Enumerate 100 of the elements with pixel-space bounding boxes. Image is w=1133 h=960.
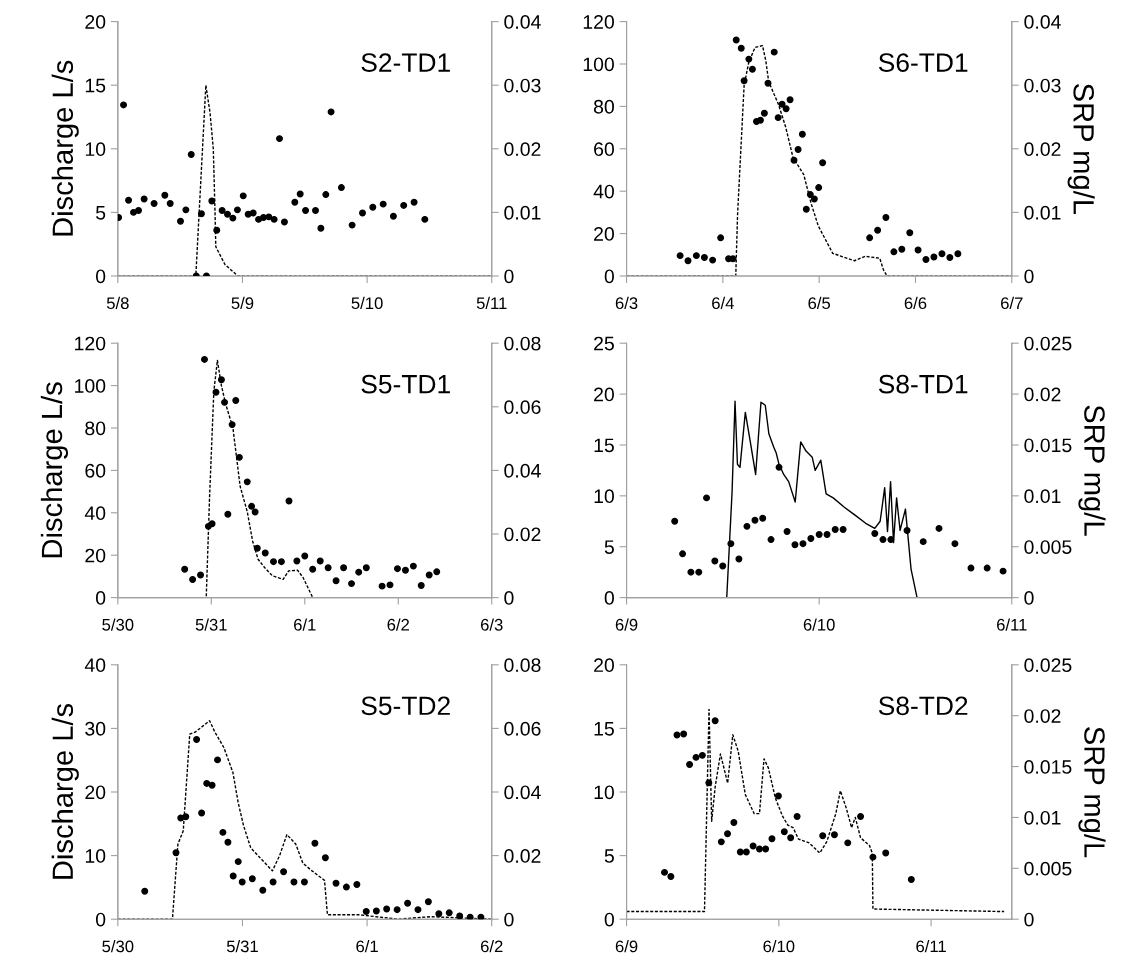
y-tick-label: 0	[604, 591, 614, 605]
x-tick-label: 5/8	[106, 296, 129, 310]
y2-tick-label: 0.02	[1024, 709, 1061, 723]
y-tick-label: 30	[85, 721, 106, 736]
y2-tick-label: 0	[504, 591, 514, 605]
y2-tick-label: 0.01	[1024, 205, 1061, 220]
y-tick-label: 40	[593, 184, 614, 199]
point	[780, 828, 788, 836]
y2-tick-label: 0.015	[1024, 438, 1072, 453]
x-tick-label: 6/3	[615, 296, 638, 310]
point	[768, 835, 776, 843]
x-tick-label: 5/9	[231, 296, 254, 310]
y-tick-label: 0	[604, 269, 614, 284]
y-axis-title: Discharge L/s	[51, 60, 79, 236]
y-tick-label: 40	[84, 658, 106, 673]
y-tick-label: 0	[604, 912, 614, 927]
x-tick-label: 6/1	[294, 618, 316, 631]
x-tick-label: 6/3	[480, 618, 503, 631]
y-axis-title: Discharge L/s	[40, 382, 69, 558]
text: S5-TD1	[361, 374, 450, 394]
y2-tick-label: 0.02	[1024, 142, 1061, 157]
y2-tick-label: 0	[1024, 269, 1034, 284]
y-tick-label: 100	[75, 379, 106, 393]
y2-tick-label: 0.025	[1024, 336, 1072, 351]
y-tick-label: 100	[583, 57, 614, 72]
point	[680, 730, 688, 738]
y2-tick-label: 0.01	[504, 205, 541, 220]
y-tick-label: 5	[604, 540, 614, 554]
x-tick-label: 5/31	[195, 618, 227, 631]
x-tick-label: 5/10	[351, 296, 383, 310]
text: S5-TD2	[361, 696, 450, 716]
point	[724, 830, 732, 838]
y-tick-label: 10	[85, 142, 106, 157]
y2-tick-label: 0.02	[1024, 387, 1061, 402]
y-tick-label: 60	[594, 142, 614, 157]
point	[742, 848, 750, 856]
y-tick-label: 120	[75, 336, 106, 351]
point	[705, 779, 713, 787]
y-tick-label: 10	[594, 785, 614, 800]
y-tick-label: 60	[85, 463, 106, 478]
point	[661, 868, 668, 876]
y2-tick-label: 0	[1024, 912, 1034, 927]
x-tick-label: 6/1	[356, 940, 378, 953]
y-tick-label: 20	[594, 658, 614, 673]
point	[692, 753, 700, 761]
y-tick-label: 10	[594, 489, 614, 504]
point	[755, 845, 763, 853]
x-tick-label: 6/10	[763, 940, 795, 953]
y2-tick-label: 0	[504, 269, 514, 284]
y-tick-label: 120	[583, 15, 614, 29]
x-tick-label: 6/6	[904, 296, 927, 310]
point	[736, 848, 744, 856]
x-tick-label: 5/30	[102, 618, 134, 631]
y-axis-title: Discharge L/s	[51, 703, 79, 879]
y2-tick-label: 0.02	[504, 849, 541, 863]
point	[717, 838, 725, 846]
y2-tick-label: 0	[504, 912, 514, 927]
y2-tick-label: 0.01	[1024, 810, 1061, 825]
y2-tick-label: 0.02	[504, 142, 541, 157]
x-tick-label: 6/2	[480, 940, 503, 953]
y-tick-label: 20	[85, 15, 106, 29]
y-tick-label: 20	[594, 227, 614, 241]
y2-tick-label: 0.04	[504, 15, 541, 29]
y2-tick-label: 0.08	[504, 658, 541, 673]
y2-tick-label: 0.025	[1024, 658, 1072, 673]
point	[787, 834, 795, 842]
y-tick-label: 5	[95, 206, 106, 220]
y-tick-label: 5	[604, 849, 614, 863]
x-tick-label: 5/30	[102, 940, 134, 953]
y-tick-label: 80	[85, 421, 106, 436]
y-tick-label: 15	[594, 722, 614, 736]
y-tick-label: 15	[594, 438, 614, 453]
y-tick-label: 0	[95, 269, 106, 284]
x-tick-label: 6/11	[916, 940, 946, 953]
y-tick-label: 40	[84, 506, 106, 521]
y2-axis-title: SRP mg/L	[1067, 83, 1095, 215]
y2-tick-label: 0.04	[504, 785, 541, 800]
point	[762, 845, 770, 853]
y-tick-label: 80	[593, 99, 614, 114]
point	[686, 761, 694, 768]
y-tick-label: 20	[594, 387, 614, 402]
y-tick-label: 0	[95, 912, 106, 927]
y2-axis-title: SRP mg/L	[1078, 405, 1106, 536]
y2-tick-label: 0.06	[504, 400, 541, 415]
x-tick-label: 6/2	[387, 618, 409, 631]
point	[730, 819, 738, 827]
x-tick-label: 6/4	[712, 296, 734, 310]
x-tick-label: 6/10	[803, 618, 835, 631]
y2-tick-label: 0.015	[1024, 760, 1072, 774]
y2-tick-label: 0.04	[1024, 15, 1061, 29]
x-tick-label: 6/5	[808, 296, 831, 310]
y-tick-label: 10	[85, 849, 106, 863]
y2-tick-label: 0.02	[504, 527, 541, 542]
point	[711, 717, 719, 725]
y2-tick-label: 0.08	[504, 336, 541, 351]
y2-tick-label: 0.03	[1024, 78, 1061, 93]
x-tick-label: 6/11	[997, 618, 1027, 631]
y2-axis-title: SRP mg/L	[1078, 727, 1106, 858]
x-tick-label: 5/11	[476, 296, 507, 310]
point	[749, 842, 757, 850]
